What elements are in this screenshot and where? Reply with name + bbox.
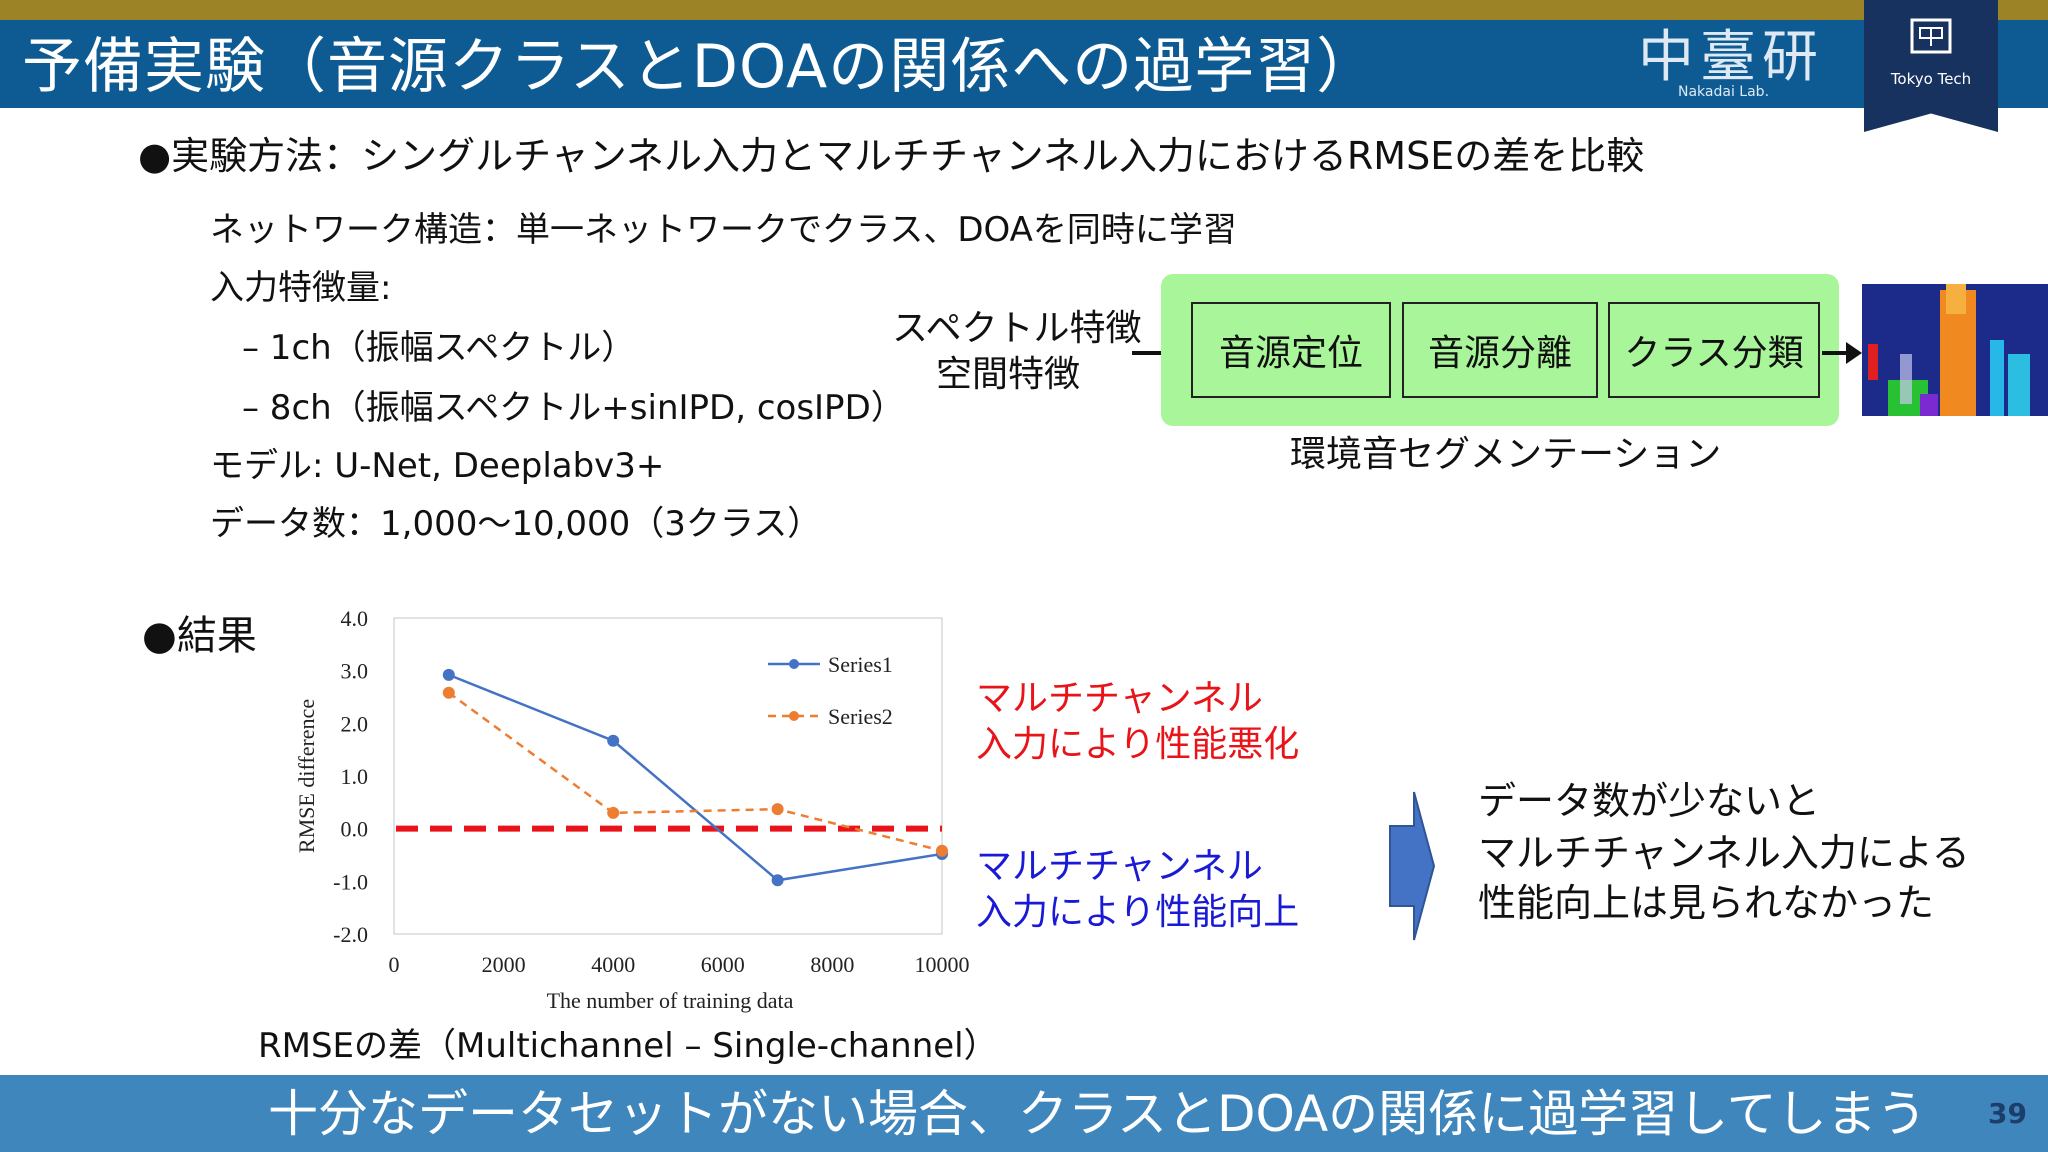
worse-annotation: 入力により性能悪化	[976, 724, 1300, 765]
y-tick-label: 2.0	[341, 711, 369, 736]
legend-series2-marker	[789, 711, 799, 721]
series-1-point	[442, 668, 455, 681]
x-tick-label: 8000	[810, 952, 854, 977]
spectrogram-image	[1862, 284, 2048, 416]
summary-text: 十分なデータセットがない場合、クラスとDOAの関係に過学習してしまう	[268, 1085, 1927, 1143]
x-tick-label: 6000	[701, 952, 745, 977]
lab-logo-kanji: 中臺研	[1638, 25, 1824, 90]
bottom-summary-bar: 十分なデータセットがない場合、クラスとDOAの関係に過学習してしまう 39	[0, 1075, 2048, 1152]
lab-logo: 中臺研 Nakadai Lab.	[1630, 28, 1860, 102]
diagram-block-separation: 音源分離	[1402, 302, 1598, 398]
y-tick-label: 4.0	[341, 606, 369, 631]
method-heading: ●実験方法：シングルチャンネル入力とマルチチャンネル入力におけるRMSEの差を比…	[138, 134, 1645, 178]
series-2-point	[607, 806, 620, 819]
series-2-point	[936, 844, 948, 857]
series-2-point	[442, 686, 455, 699]
tokyo-tech-label: Tokyo Tech	[1890, 70, 1972, 88]
legend-series1-marker	[789, 659, 799, 669]
rmse-line-chart: 4.0 3.0 2.0 1.0 0.0 -1.0 -2.0 0 2000 4000 6000 800…	[294, 606, 970, 1013]
y-tick-label: -1.0	[333, 869, 368, 894]
diagram-caption: 環境音セグメンテーション	[1290, 434, 1722, 475]
results-heading: ●結果	[142, 613, 257, 659]
x-tick-label: 2000	[482, 952, 526, 977]
series-line-2	[448, 691, 943, 852]
method-item: – 8ch（振幅スペクトル+sinIPD, cosIPD）	[242, 388, 905, 428]
tokyo-tech-badge: Tokyo Tech	[1864, 0, 1998, 132]
better-annotation: 入力により性能向上	[976, 892, 1300, 933]
method-item: モデル: U-Net, Deeplabv3+	[210, 446, 665, 486]
top-accent-bar	[0, 0, 2048, 20]
slide-title: 予備実験（音源クラスとDOAの関係への過学習）	[22, 32, 1378, 102]
lab-logo-name: Nakadai Lab.	[1678, 84, 1770, 100]
x-axis-label: The number of training data	[547, 988, 794, 1013]
spectrogram-graphic	[1862, 284, 2048, 416]
conclusion-text: マルチチャンネル入力による	[1478, 831, 1970, 875]
method-item: 入力特徴量:	[210, 268, 392, 308]
legend-series1-label: Series1	[828, 652, 893, 677]
diagram-input-label: 空間特徴	[936, 354, 1081, 395]
x-tick-label: 4000	[591, 952, 635, 977]
conclusion-text: 性能向上は見られなかった	[1478, 881, 1935, 925]
y-tick-label: 0.0	[341, 817, 369, 842]
worse-annotation: マルチチャンネル	[976, 678, 1263, 719]
title-bar: 予備実験（音源クラスとDOAの関係への過学習） 中臺研 Nakadai Lab.	[0, 20, 2048, 108]
y-axis-label: RMSE difference	[294, 699, 319, 853]
diagram-input-label: スペクトル特徴	[892, 308, 1142, 349]
series-1-point	[607, 734, 620, 747]
y-tick-label: 1.0	[341, 764, 369, 789]
output-arrow-icon	[1822, 342, 1862, 364]
y-tick-label: -2.0	[333, 922, 368, 947]
y-tick-label: 3.0	[341, 659, 369, 684]
right-arrow-icon	[1389, 791, 1436, 941]
plot-area	[393, 617, 943, 935]
method-item: ネットワーク構造：単一ネットワークでクラス、DOAを同時に学習	[210, 210, 1237, 250]
x-tick-label: 10000	[915, 952, 970, 977]
tokyo-tech-emblem-icon	[1910, 18, 1952, 54]
page-number: 39	[1988, 1097, 2027, 1130]
diagram-block-localization: 音源定位	[1191, 302, 1391, 398]
series-1-point	[771, 874, 784, 887]
method-item: データ数：1,000～10,000（3クラス）	[210, 504, 822, 544]
conclusion-text: データ数が少ないと	[1478, 779, 1821, 823]
series-2-point	[771, 803, 784, 816]
better-annotation: マルチチャンネル	[976, 846, 1263, 887]
legend-series2-label: Series2	[828, 704, 893, 729]
method-item: – 1ch（振幅スペクトル）	[242, 328, 636, 368]
chart-caption: RMSEの差（Multichannel – Single-channel）	[258, 1026, 998, 1066]
x-tick-label: 0	[389, 952, 400, 977]
diagram-block-classification: クラス分類	[1608, 302, 1820, 398]
